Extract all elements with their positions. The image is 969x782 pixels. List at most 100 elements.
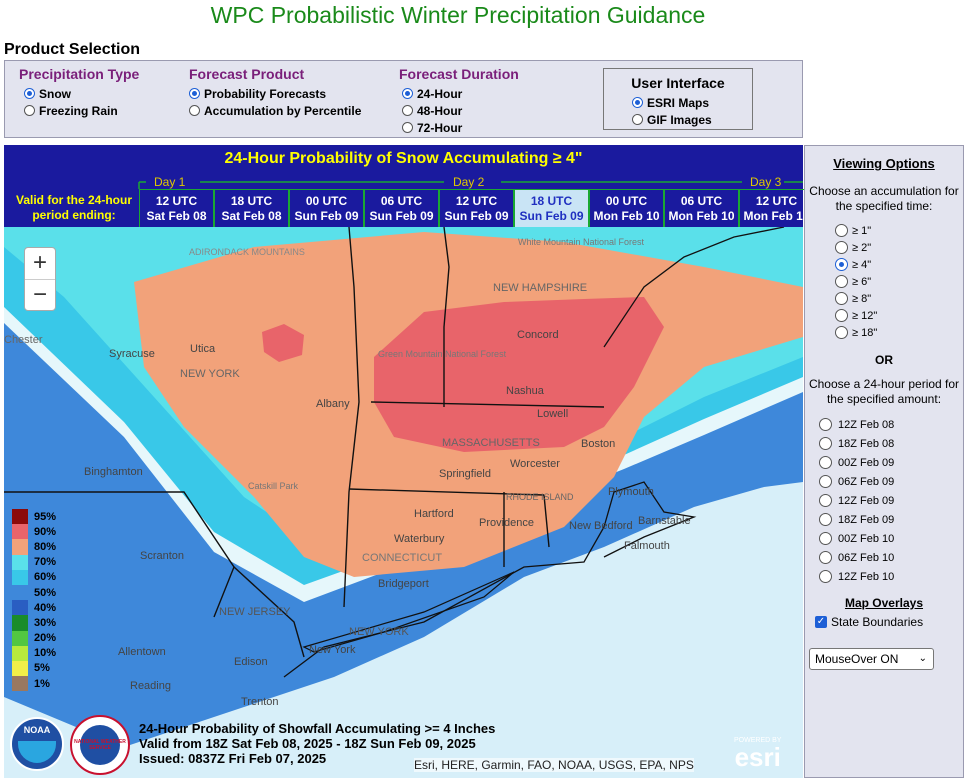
radio-48-hour[interactable] xyxy=(402,105,413,116)
accumulation-option[interactable]: ≥ 8" xyxy=(835,290,963,307)
radio-percentile[interactable] xyxy=(189,105,200,116)
day-divider-lines xyxy=(138,181,803,189)
time-cell[interactable]: 00 UTC Mon Feb 10 xyxy=(589,189,664,230)
period-radio[interactable] xyxy=(819,570,832,583)
label-white-mountain: White Mountain National Forest xyxy=(518,237,645,247)
legend-item: 30% xyxy=(12,615,57,631)
time-cell[interactable]: 18 UTC Sat Feb 08 xyxy=(214,189,289,230)
time-utc: 00 UTC xyxy=(305,194,348,208)
time-cell[interactable]: 06 UTC Sun Feb 09 xyxy=(364,189,439,230)
state-boundary-ri-east xyxy=(543,494,550,548)
accumulation-radio[interactable] xyxy=(835,258,848,271)
period-option[interactable]: 00Z Feb 10 xyxy=(819,529,963,548)
option-label: Snow xyxy=(39,86,71,101)
option-gif-images[interactable]: GIF Images xyxy=(604,111,752,128)
period-radio[interactable] xyxy=(819,551,832,564)
probability-map[interactable]: ADIRONDACK MOUNTAINS Syracuse Utica NEW … xyxy=(4,227,803,778)
coastline xyxy=(283,481,697,678)
option-24-hour[interactable]: 24-Hour xyxy=(399,85,519,102)
time-utc: 00 UTC xyxy=(605,194,648,208)
radio-24-hour[interactable] xyxy=(402,88,413,99)
period-option[interactable]: 06Z Feb 09 xyxy=(819,472,963,491)
option-freezing-rain[interactable]: Freezing Rain xyxy=(19,102,139,119)
mouseover-select[interactable]: MouseOver ON ⌄ xyxy=(809,648,934,670)
period-radio[interactable] xyxy=(819,532,832,545)
zoom-in-button[interactable]: + xyxy=(25,248,55,280)
period-radio[interactable] xyxy=(819,437,832,450)
label-newyork-li: NEW YORK xyxy=(349,626,409,638)
option-snow[interactable]: Snow xyxy=(19,85,139,102)
accumulation-option[interactable]: ≥ 12" xyxy=(835,307,963,324)
legend-swatch xyxy=(12,524,28,540)
period-option[interactable]: 18Z Feb 09 xyxy=(819,510,963,529)
time-cell[interactable]: 12 UTC Sun Feb 09 xyxy=(439,189,514,230)
accumulation-option[interactable]: ≥ 18" xyxy=(835,324,963,341)
period-radio[interactable] xyxy=(819,494,832,507)
option-probability[interactable]: Probability Forecasts xyxy=(189,85,361,102)
period-radio[interactable] xyxy=(819,513,832,526)
noaa-wave xyxy=(18,741,56,763)
legend-swatch xyxy=(12,569,28,585)
time-date: Sun Feb 09 xyxy=(369,209,434,223)
radio-esri-maps[interactable] xyxy=(632,97,643,108)
time-cell[interactable]: 06 UTC Mon Feb 10 xyxy=(664,189,739,230)
option-esri-maps[interactable]: ESRI Maps xyxy=(604,94,752,111)
option-72-hour[interactable]: 72-Hour xyxy=(399,119,519,136)
period-option[interactable]: 00Z Feb 09 xyxy=(819,453,963,472)
forecast-duration-title: Forecast Duration xyxy=(399,66,519,82)
period-option[interactable]: 18Z Feb 08 xyxy=(819,434,963,453)
accumulation-radio[interactable] xyxy=(835,326,848,339)
legend-swatch xyxy=(12,509,28,525)
legend: 95% 90% 80% 70% 60% 50% 40% 30% 20% 10% … xyxy=(12,509,57,692)
chevron-down-icon: ⌄ xyxy=(918,653,927,664)
accumulation-option-selected[interactable]: ≥ 4" xyxy=(835,256,963,273)
label-scranton: Scranton xyxy=(140,550,184,562)
accumulation-option[interactable]: ≥ 6" xyxy=(835,273,963,290)
state-boundaries-toggle[interactable]: ✓ State Boundaries xyxy=(805,615,963,629)
zoom-out-button[interactable]: − xyxy=(32,281,47,308)
time-cell[interactable]: 12 UTC Mon Feb 10 xyxy=(739,189,814,230)
label-connecticut: CONNECTICUT xyxy=(362,552,442,564)
period-option[interactable]: 12Z Feb 09 xyxy=(819,491,963,510)
label-binghamton: Binghamton xyxy=(84,466,143,478)
legend-item: 70% xyxy=(12,554,56,570)
accumulation-radio[interactable] xyxy=(835,309,848,322)
accumulation-label: ≥ 6" xyxy=(852,275,872,288)
option-48-hour[interactable]: 48-Hour xyxy=(399,102,519,119)
time-cell[interactable]: 12 UTC Sat Feb 08 xyxy=(139,189,214,230)
period-option[interactable]: 06Z Feb 10 xyxy=(819,548,963,567)
checkbox-checked-icon[interactable]: ✓ xyxy=(815,616,827,628)
label-barnstable: Barnstable xyxy=(638,515,691,527)
period-radio[interactable] xyxy=(819,456,832,469)
period-radio[interactable] xyxy=(819,418,832,431)
accumulation-radio[interactable] xyxy=(835,241,848,254)
period-option[interactable]: 12Z Feb 08 xyxy=(819,415,963,434)
radio-probability[interactable] xyxy=(189,88,200,99)
accumulation-radio[interactable] xyxy=(835,275,848,288)
accumulation-radio[interactable] xyxy=(835,224,848,237)
period-label: 18Z Feb 08 xyxy=(838,437,895,450)
ocean-area xyxy=(4,482,803,778)
accumulation-option[interactable]: ≥ 2" xyxy=(835,239,963,256)
radio-snow[interactable] xyxy=(24,88,35,99)
option-percentile[interactable]: Accumulation by Percentile xyxy=(189,102,361,119)
time-cell[interactable]: 00 UTC Sun Feb 09 xyxy=(289,189,364,230)
radio-freezing-rain[interactable] xyxy=(24,105,35,116)
legend-label: 50% xyxy=(34,586,57,599)
time-date: Mon Feb 10 xyxy=(593,209,660,223)
legend-label: 30% xyxy=(34,616,57,629)
period-radio[interactable] xyxy=(819,475,832,488)
state-boundary-ma-north xyxy=(370,401,605,408)
accumulation-option[interactable]: ≥ 1" xyxy=(835,222,963,239)
label-trenton: Trenton xyxy=(241,696,279,708)
radio-gif-images[interactable] xyxy=(632,114,643,125)
period-option[interactable]: 12Z Feb 10 xyxy=(819,567,963,586)
period-label: 00Z Feb 09 xyxy=(838,456,895,469)
time-cell-selected[interactable]: 18 UTC Sun Feb 09 xyxy=(514,189,589,230)
prob-band-red-small xyxy=(262,324,304,362)
label-new-hampshire: NEW HAMPSHIRE xyxy=(493,282,587,294)
accumulation-label: ≥ 8" xyxy=(852,292,872,305)
time-selector: 12 UTC Sat Feb 08 18 UTC Sat Feb 08 00 UTC… xyxy=(139,189,814,230)
radio-72-hour[interactable] xyxy=(402,122,413,133)
accumulation-radio[interactable] xyxy=(835,292,848,305)
